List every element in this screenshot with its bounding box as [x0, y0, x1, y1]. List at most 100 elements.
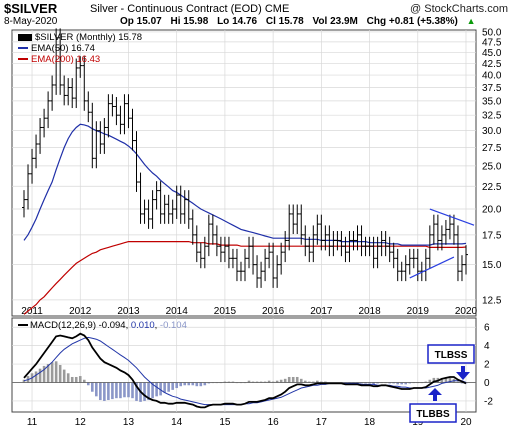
macd-histogram-bar [95, 382, 98, 397]
macd-histogram-bar [324, 381, 327, 383]
price-tick-label: 17.5 [482, 230, 502, 241]
macd-histogram-bar [131, 382, 134, 399]
macd-histogram-bar [307, 381, 311, 383]
macd-histogram-bar [448, 377, 452, 383]
tlbbs-label: TLBBS [416, 409, 450, 420]
macd-tick-label: 6 [484, 323, 490, 334]
macd-histogram-bar [38, 368, 42, 383]
macd-histogram-bar [159, 382, 162, 396]
macd-histogram-bar [34, 371, 38, 383]
macd-histogram-bar [167, 382, 170, 392]
year-tick-label: 2012 [69, 306, 92, 317]
macd-histogram-bar [111, 382, 114, 400]
year-tick-label: 2020 [455, 306, 478, 317]
price-panel [11, 29, 477, 317]
macd-histogram-bar [99, 382, 102, 401]
open-value: Op 15.07 [120, 16, 162, 27]
macd-histogram-bar [143, 382, 146, 401]
macd-histogram-bar [119, 382, 122, 399]
macd-histogram-bar [187, 382, 191, 386]
year-tick-label: 2018 [358, 306, 381, 317]
year-tick-label: 2019 [407, 306, 430, 317]
tlbss-label: TLBSS [435, 350, 468, 361]
macd-histogram-bar [107, 382, 110, 401]
legend-price-text: $SILVER (Monthly) 15.78 [35, 32, 143, 43]
legend-macd-v2: 0.010 [130, 320, 155, 331]
macd-line [23, 332, 467, 409]
macd-histogram-bar [287, 376, 291, 383]
macd-histogram-bar [456, 381, 460, 383]
macd-histogram-bar [58, 365, 62, 383]
price-tick-label: 47.5 [482, 37, 502, 48]
macd-histogram-bar [291, 376, 295, 383]
macd-histogram-bar [151, 382, 154, 399]
macd-year-tick-label: 16 [268, 417, 280, 428]
macd-histogram-bar [312, 381, 315, 383]
macd-year-tick-label: 12 [75, 417, 87, 428]
macd-histogram-bar [372, 382, 375, 385]
macd-histogram-bar [283, 378, 287, 383]
macd-year-tick-label: 17 [316, 417, 328, 428]
macd-histogram-bar [135, 382, 138, 401]
macd-histogram-bar [396, 382, 399, 385]
price-swatch-icon [18, 33, 32, 41]
price-tick-label: 45.0 [482, 48, 502, 59]
ema50-swatch-icon [18, 47, 28, 50]
macd-histogram-bar [66, 373, 70, 383]
macd-histogram-bar [207, 382, 211, 384]
watermark: @ StockCharts.com [410, 3, 508, 15]
macd-histogram-bar [364, 382, 367, 384]
year-tick-label: 2016 [262, 306, 285, 317]
tlbss-box [427, 344, 475, 364]
macd-histogram-bar [360, 382, 363, 384]
macd-histogram-bar [82, 379, 86, 383]
change-arrow-icon: ▲ [466, 16, 476, 26]
change-value: Chg +0.81 (+5.38%) [366, 16, 458, 27]
macd-histogram-bar [42, 365, 46, 383]
macd-histogram-bar [115, 382, 118, 399]
macd-histogram-bar [123, 382, 126, 398]
macd-histogram-bar [155, 382, 158, 397]
macd-swatch-icon [18, 324, 28, 327]
macd-histogram-bar [203, 382, 207, 386]
price-tick-label: 25.0 [482, 161, 502, 172]
macd-histogram-bar [195, 382, 199, 387]
macd-histogram-bar [127, 382, 130, 398]
macd-histogram-bar [191, 382, 195, 386]
macd-histogram-bar [227, 381, 231, 383]
macd-histogram-bar [62, 369, 66, 383]
macd-tick-label: 2 [484, 360, 490, 371]
legend-ema50-text: EMA(50) 16.74 [31, 43, 95, 54]
price-tick-label: 12.5 [482, 295, 502, 306]
macd-histogram-bar [432, 377, 436, 383]
price-tick-label: 37.5 [482, 83, 502, 94]
macd-histogram-bar [388, 382, 391, 384]
macd-histogram-bar [428, 379, 432, 383]
macd-histogram-bar [259, 381, 263, 383]
low-value: Lo 14.76 [217, 16, 258, 27]
macd-year-tick-label: 11 [27, 417, 38, 428]
legend-macd-v3: -0.104 [159, 320, 187, 331]
legend-ema200-text: EMA(200) 16.43 [31, 54, 101, 65]
macd-histogram-bar [199, 382, 203, 387]
legend-price: $SILVER (Monthly) 15.78 [18, 32, 142, 43]
macd-histogram-bar [263, 381, 267, 383]
year-tick-label: 2017 [310, 306, 333, 317]
price-tick-label: 30.0 [482, 126, 502, 137]
quote-date: 8-May-2020 [4, 16, 58, 27]
macd-histogram-bar [316, 380, 319, 383]
legend-ema200: EMA(200) 16.43 [18, 54, 100, 65]
price-tick-label: 22.5 [482, 182, 502, 193]
up-arrow-icon [428, 388, 442, 401]
tlbbs-box [409, 403, 457, 423]
macd-histogram-bar [22, 379, 26, 383]
year-tick-label: 2013 [117, 306, 140, 317]
macd-histogram-bar [147, 382, 150, 401]
macd-year-tick-label: 14 [171, 417, 183, 428]
macd-histogram-bar [86, 382, 90, 386]
macd-histogram-bar [251, 381, 255, 383]
price-tick-label: 27.5 [482, 143, 502, 154]
price-tick-label: 35.0 [482, 96, 502, 107]
